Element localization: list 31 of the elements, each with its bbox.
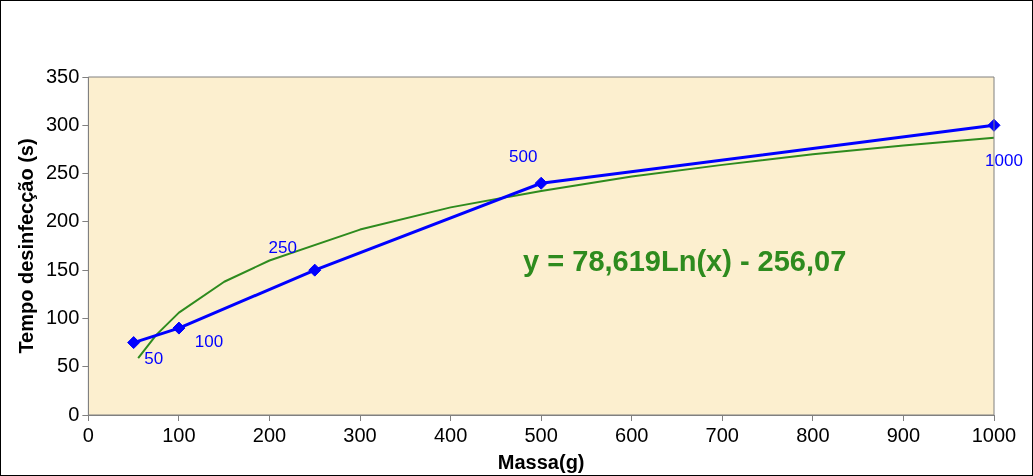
- y-tick-label: 100: [45, 305, 80, 328]
- point: [534, 176, 548, 190]
- x-tick-label: 1000: [971, 423, 1017, 446]
- x-axis-title: Massa(g): [497, 450, 585, 473]
- x-tick-label: 300: [343, 423, 377, 446]
- point: [172, 321, 186, 335]
- y-axis-title: Tempo desinfecção (s): [14, 138, 37, 354]
- annotation: 1000: [985, 150, 1023, 170]
- x-tick-label: 100: [162, 423, 196, 446]
- y-tick-label: 250: [45, 161, 80, 184]
- x-tick-label: 500: [524, 423, 558, 446]
- point: [308, 263, 322, 277]
- y-tick-label: 0: [68, 402, 80, 425]
- x-tick-label: 200: [252, 423, 287, 446]
- annotation: 250: [268, 237, 297, 257]
- x-tick-label: 700: [705, 423, 739, 446]
- x-tick-label: 600: [615, 423, 649, 446]
- annotation: 100: [194, 331, 224, 351]
- y-tick-label: 200: [45, 209, 80, 232]
- annotation: 500: [509, 146, 538, 166]
- x-tick-label: 800: [796, 423, 830, 446]
- y-tick-label: 150: [45, 257, 80, 280]
- y-tick-label: 50: [57, 354, 80, 377]
- x-tick-label: 400: [433, 423, 468, 446]
- x-tick-label: 900: [886, 423, 921, 446]
- x-tick-label: 0: [82, 423, 94, 446]
- point: [127, 336, 141, 350]
- y-tick-label: 300: [45, 112, 80, 135]
- annotation: 50: [144, 349, 164, 369]
- annotation: y = 78,619Ln(x) - 256,07: [523, 244, 847, 277]
- y-tick-label: 350: [45, 64, 80, 87]
